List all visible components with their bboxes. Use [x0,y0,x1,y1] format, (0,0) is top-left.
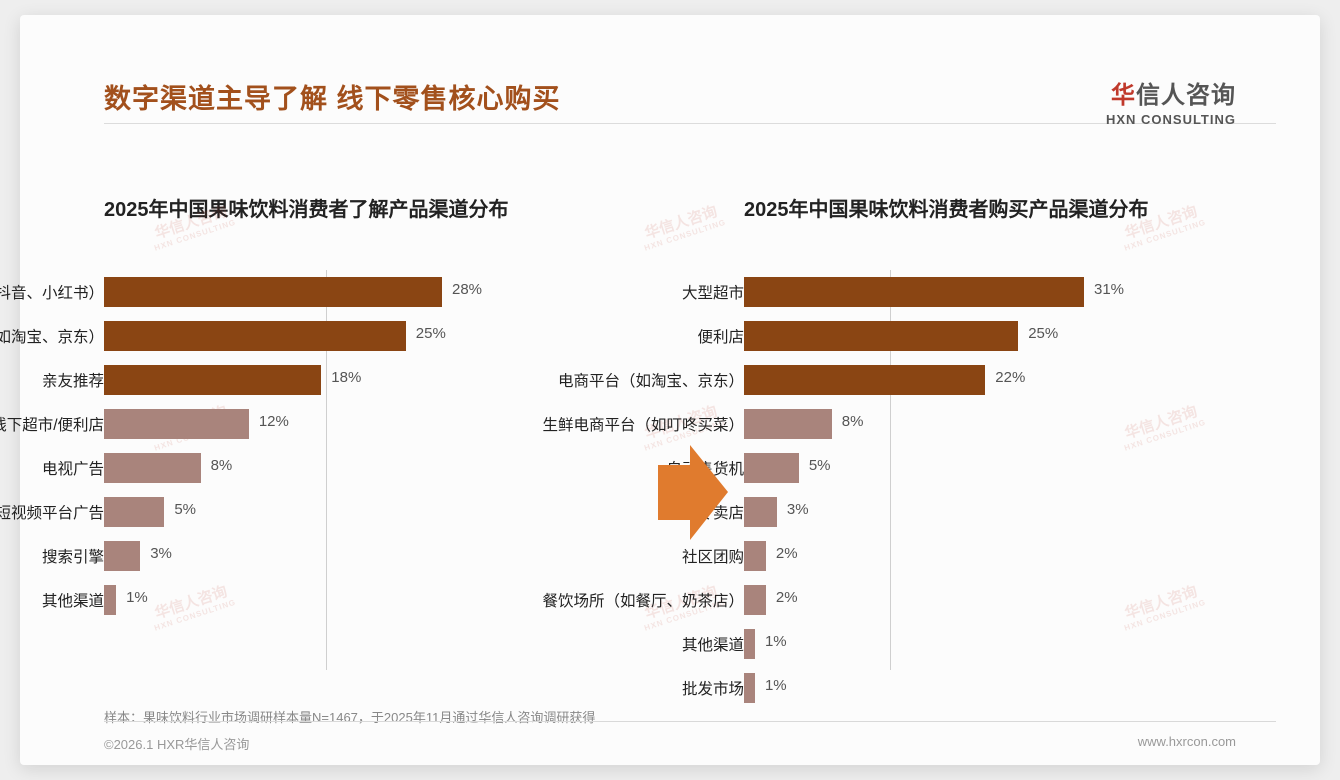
chart-row-6: 社区团购 2% [744,534,1304,578]
bar-value-7: 1% [126,589,148,606]
bar-fill-0[interactable] [744,277,1084,307]
title-divider [104,123,1276,124]
right-panel-title: 2025年中国果味饮料消费者购买产品渠道分布 [744,193,1149,222]
bar-value-3: 12% [259,413,289,430]
brand-name: 华信人咨询 [1106,75,1236,110]
bar-value-5: 5% [174,501,196,518]
chart-row-3: 生鲜电商平台（如叮咚买菜） 8% [744,402,1304,446]
bar-track-9 [744,673,755,703]
bar-value-2: 18% [331,369,361,386]
chart-row-7: 餐饮场所（如餐厅、奶茶店） 2% [744,578,1304,622]
chart-row-1: 便利店 25% [744,314,1304,358]
slide-page: 数字渠道主导了解 线下零售核心购买 华信人咨询 HXN CONSULTING 2… [0,0,1340,780]
bar-label-8: 其他渠道 [496,633,744,655]
bar-track-0 [104,277,442,307]
bar-label-3: 线下超市/便利店 [0,413,104,435]
footer-divider-line [104,721,1276,722]
footer-copyright: ©2026.1 HXR华信人咨询 [104,734,249,753]
bar-track-3 [104,409,249,439]
bar-label-0: 大型超市 [496,281,744,303]
bar-track-0 [744,277,1084,307]
flow-arrow-icon [658,445,728,540]
bar-fill-4[interactable] [104,453,201,483]
brand-subtitle: HXN CONSULTING [1106,112,1236,127]
bar-track-8 [744,629,755,659]
left-panel-title: 2025年中国果味饮料消费者了解产品渠道分布 [104,193,509,222]
bar-value-0: 28% [452,281,482,298]
bar-label-9: 批发市场 [496,677,744,699]
bar-label-7: 其他渠道 [0,589,104,611]
slide-title: 数字渠道主导了解 线下零售核心购买 [104,77,561,116]
bar-label-0: 社交媒体（如抖音、小红书） [0,281,104,303]
bar-value-4: 5% [809,457,831,474]
chart-row-4: 自动售货机5% [744,446,1304,490]
bar-fill-4[interactable] [744,453,799,483]
chart-row-8: 其他渠道 1% [744,622,1304,666]
footer-url: www.hxrcon.com [1138,734,1236,749]
bar-value-0: 31% [1094,281,1124,298]
bar-value-3: 8% [842,413,864,430]
bar-fill-2[interactable] [104,365,321,395]
bar-track-7 [104,585,116,615]
watermark-stamp: 华信人咨询 HXN CONSULTING [638,202,727,252]
bar-label-1: 便利店 [496,325,744,347]
brand-logo: 华信人咨询 HXN CONSULTING [1106,75,1236,127]
bar-label-6: 社区团购 [496,545,744,567]
purchase-channel-chart: 大型超市 31% 便利店 25% 电商平台（如淘宝、京东） 22% 生鲜电商平台（如叮咚买菜… [744,270,1304,670]
bar-fill-6[interactable] [744,541,766,571]
bar-track-6 [744,541,766,571]
bar-label-2: 亲友推荐 [0,369,104,391]
bar-track-5 [104,497,164,527]
bar-fill-1[interactable] [104,321,406,351]
bar-label-7: 餐饮场所（如餐厅、奶茶店） [496,589,744,611]
bar-value-1: 25% [416,325,446,342]
content-card: 数字渠道主导了解 线下零售核心购买 华信人咨询 HXN CONSULTING 2… [20,15,1320,765]
bar-value-4: 8% [211,457,233,474]
chart-row-9: 批发市场 1% [744,666,1304,710]
bar-fill-0[interactable] [104,277,442,307]
bar-fill-5[interactable] [104,497,164,527]
bar-label-2: 电商平台（如淘宝、京东） [496,369,744,391]
bar-fill-7[interactable] [744,585,766,615]
bar-value-9: 1% [765,677,787,694]
bar-value-6: 3% [150,545,172,562]
bar-fill-2[interactable] [744,365,985,395]
bar-fill-7[interactable] [104,585,116,615]
bar-track-1 [744,321,1018,351]
bar-fill-6[interactable] [104,541,140,571]
bar-fill-9[interactable] [744,673,755,703]
bar-label-1: 电商平台（如淘宝、京东） [0,325,104,347]
bar-track-1 [104,321,406,351]
bar-value-2: 22% [995,369,1025,386]
bar-value-5: 3% [787,501,809,518]
bar-track-2 [744,365,985,395]
bar-fill-1[interactable] [744,321,1018,351]
bar-track-4 [104,453,201,483]
bar-fill-5[interactable] [744,497,777,527]
bar-value-6: 2% [776,545,798,562]
chart-row-2: 电商平台（如淘宝、京东） 22% [744,358,1304,402]
bar-label-3: 生鲜电商平台（如叮咚买菜） [496,413,744,435]
chart-row-5: 品牌专卖店3% [744,490,1304,534]
bar-track-6 [104,541,140,571]
bar-track-7 [744,585,766,615]
bar-label-4: 电视广告 [0,457,104,479]
bar-track-5 [744,497,777,527]
chart-row-0: 大型超市 31% [744,270,1304,314]
bar-value-7: 2% [776,589,798,606]
bar-fill-8[interactable] [744,629,755,659]
bar-fill-3[interactable] [744,409,832,439]
footer-sample-note: 样本：果味饮料行业市场调研样本量N=1467，于2025年11月通过华信人咨询调… [104,707,595,726]
bar-value-8: 1% [765,633,787,650]
bar-track-4 [744,453,799,483]
bar-label-6: 搜索引擎 [0,545,104,567]
bar-track-2 [104,365,321,395]
bar-track-3 [744,409,832,439]
bar-value-1: 25% [1028,325,1058,342]
bar-label-5: 短视频平台广告 [0,501,104,523]
bar-fill-3[interactable] [104,409,249,439]
